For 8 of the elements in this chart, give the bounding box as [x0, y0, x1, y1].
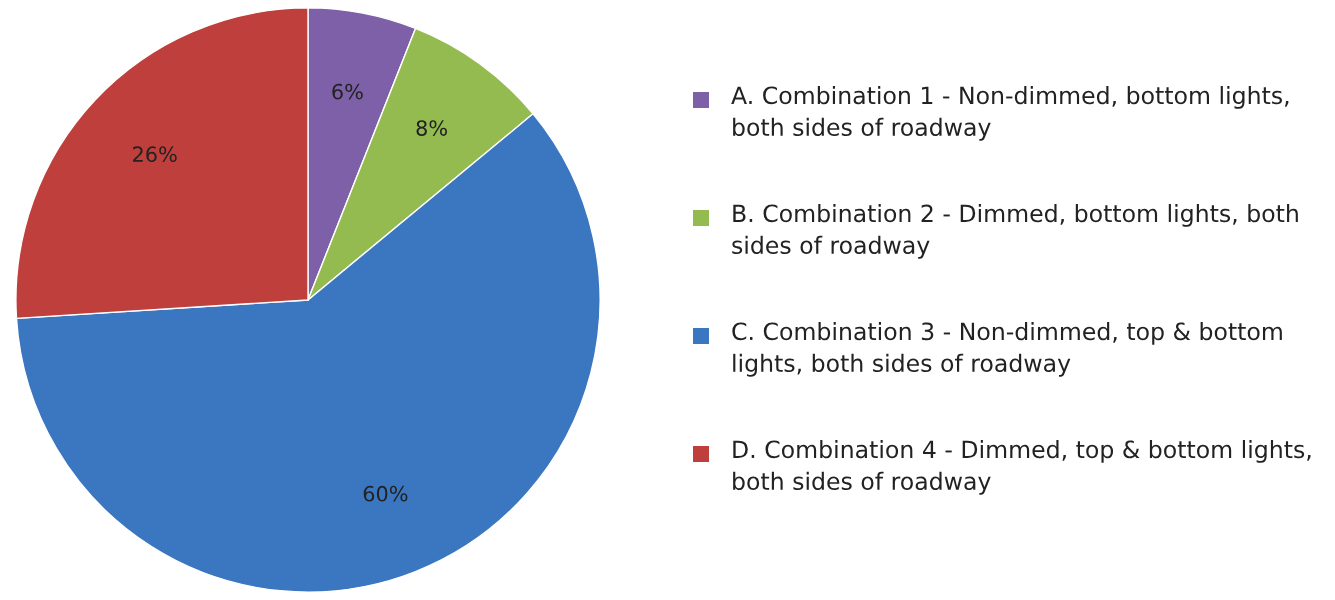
- legend-label: A. Combination 1 - Non-dimmed, bottom lights, both sides of roadway: [731, 86, 1289, 141]
- data-label: 6%: [332, 83, 363, 100]
- legend-label: C. Combination 3 - Non-dimmed, top & bottom lights, both sides of roadway: [732, 322, 1282, 377]
- data-label: 8%: [416, 120, 447, 136]
- data-label: 60%: [363, 485, 408, 502]
- data-label: 26%: [133, 146, 177, 163]
- legend-label: B. Combination 2 - Dimmed, bottom lights, both sides of roadway: [732, 204, 1298, 259]
- legend-label: D. Combination 4 - Dimmed, top & bottom lights, both sides of roadway: [733, 440, 1311, 495]
